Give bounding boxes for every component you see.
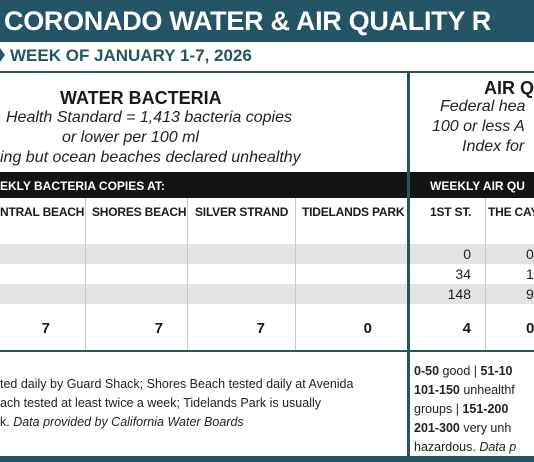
col-line [187, 198, 188, 352]
col-line [85, 198, 86, 352]
cell: 0 [463, 246, 471, 262]
cell: 7 [256, 320, 265, 337]
footer-line: 201-300 very unh [414, 421, 511, 435]
footer-text: very unh [459, 421, 512, 435]
footer-text: ted daily by Guard Shack; Shores Beach t… [0, 377, 354, 391]
footer-text: Data provided by California Water Boards [13, 415, 244, 429]
cell: 92 [526, 286, 534, 302]
subtitle: WEEK OF JANUARY 1-7, 2026 [10, 46, 252, 65]
footer-text: ach tested at least twice a week; Tidela… [0, 396, 321, 410]
water-line: ing but ocean beaches declared unhealthy [0, 149, 301, 166]
water-line: Health Standard = 1,413 bacteria copies [6, 109, 292, 126]
air-line: Federal hea [440, 98, 526, 115]
footer-line: groups | 151-200 [414, 402, 508, 416]
footer-text: 51-10 [480, 364, 513, 378]
cell: 148 [447, 286, 471, 302]
title-band [0, 0, 534, 42]
col-line [485, 198, 486, 352]
divider [407, 71, 410, 457]
table-header-band [0, 172, 534, 198]
cell: 0 [526, 320, 534, 337]
air-line: Index for [462, 138, 525, 155]
footer-text: 101-150 [414, 383, 460, 397]
row-shade [0, 284, 534, 304]
footer-text: hazardous. [414, 440, 480, 454]
column-header: 1ST ST. [430, 205, 472, 219]
bottom-band [0, 456, 534, 462]
footer-text: unhealthf [459, 383, 515, 397]
marker [0, 48, 5, 62]
air-title: AIR Q [484, 78, 534, 98]
title: CORONADO WATER & AIR QUALITY R [4, 6, 491, 36]
air-header: WEEKLY AIR QU [430, 179, 525, 193]
footer-line: hazardous. Data p [414, 440, 516, 454]
col-line [295, 198, 296, 352]
cell: 7 [41, 320, 50, 337]
footer-line: k. Data provided by California Water Boa… [0, 415, 244, 429]
footer-text: good | [439, 364, 481, 378]
cell: 16 [526, 266, 534, 282]
box-border [0, 71, 534, 73]
footer-text: k. [0, 415, 14, 429]
cell: 0 [363, 320, 372, 337]
air-line: 100 or less A [432, 118, 525, 135]
column-header: SHORES BEACH [92, 205, 187, 219]
row-shade [0, 244, 534, 264]
footer-text: Data p [479, 440, 517, 454]
column-header: THE CAY [488, 205, 534, 219]
column-header: NTRAL BEACH [0, 205, 85, 219]
footer-text: 201-300 [414, 421, 460, 435]
cell: 7 [154, 320, 163, 337]
water-header: EKLY BACTERIA COPIES AT: [0, 179, 165, 193]
footer-text: groups | [414, 402, 463, 416]
footer-line: ach tested at least twice a week; Tidela… [0, 396, 321, 410]
footer-text: 151-200 [462, 402, 509, 416]
cell: 0 [526, 246, 534, 262]
cell: 4 [462, 320, 471, 337]
separator [0, 350, 534, 352]
footer-line: 101-150 unhealthf [414, 383, 515, 397]
footer-line: 0-50 good | 51-10 [414, 364, 513, 378]
water-line: or lower per 100 ml [62, 129, 199, 146]
water-title: WATER BACTERIA [60, 88, 222, 108]
footer-line: ted daily by Guard Shack; Shores Beach t… [0, 377, 353, 391]
footer-text: 0-50 [414, 364, 440, 378]
column-header: TIDELANDS PARK [302, 205, 405, 219]
cell: 34 [455, 266, 471, 282]
column-header: SILVER STRAND [195, 205, 289, 219]
